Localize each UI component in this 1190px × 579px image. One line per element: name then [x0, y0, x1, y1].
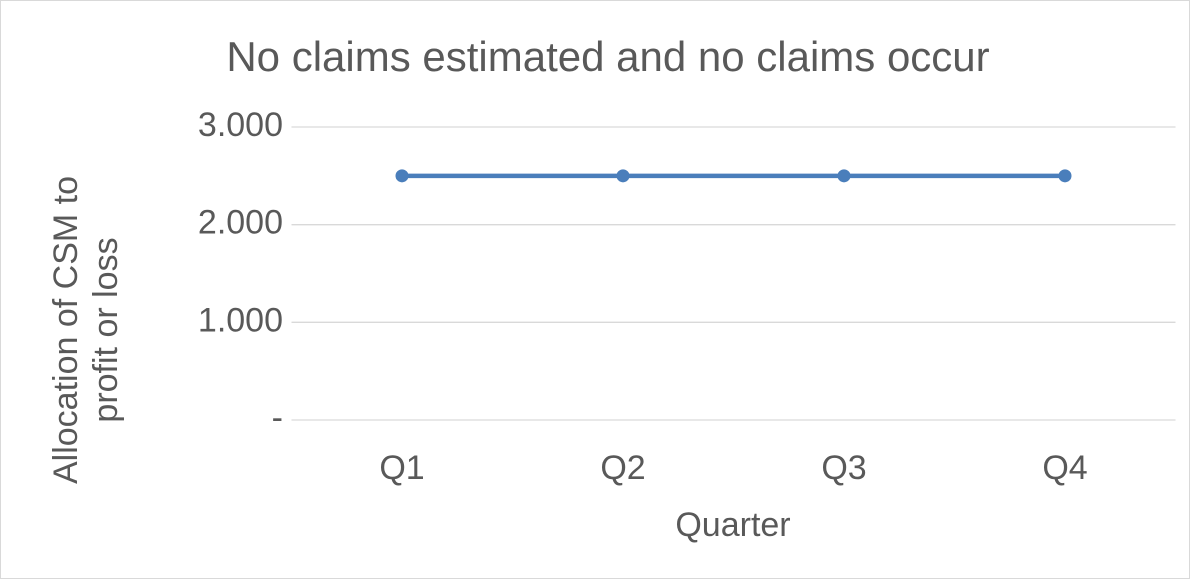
chart-title: No claims estimated and no claims occur	[226, 33, 989, 80]
marker	[837, 169, 851, 183]
marker	[616, 169, 630, 183]
x-tick-label: Q1	[379, 449, 424, 487]
x-tick-label: Q3	[821, 449, 866, 487]
y-tick-label: -	[272, 399, 283, 437]
x-tick-label: Q2	[600, 449, 645, 487]
y-axis-label: Allocation of CSM to profit or loss	[47, 175, 125, 485]
marker	[1058, 169, 1072, 183]
marker	[395, 169, 409, 183]
x-tick-label: Q4	[1042, 449, 1087, 487]
y-tick-label: 1.000	[198, 301, 283, 339]
y-tick-label: 2.000	[198, 204, 283, 242]
x-axis-label: Quarter	[675, 506, 790, 544]
y-tick-label: 3.000	[198, 106, 283, 144]
